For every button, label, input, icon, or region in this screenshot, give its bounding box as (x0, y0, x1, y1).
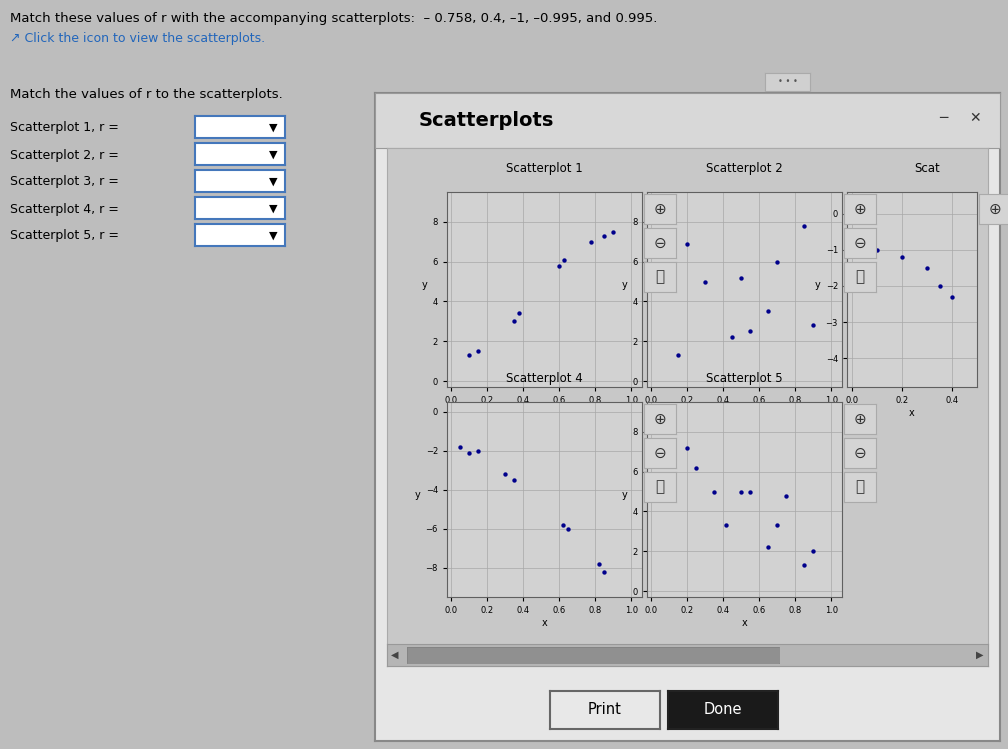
Point (551, 260, 568, 272)
X-axis label: x: x (742, 618, 747, 628)
Text: Scatterplots: Scatterplots (418, 111, 554, 130)
X-axis label: x: x (541, 618, 547, 628)
Text: ⊖: ⊖ (653, 235, 666, 250)
Text: Scatterplot 5: Scatterplot 5 (707, 372, 783, 385)
Point (894, 251, 910, 263)
Point (796, 220, 812, 232)
Text: ⧉: ⧉ (655, 270, 664, 285)
Text: ▼: ▼ (269, 123, 277, 133)
Point (554, 519, 571, 531)
Point (742, 325, 758, 337)
Text: ▼: ▼ (269, 150, 277, 160)
Point (706, 485, 722, 497)
Text: ⊖: ⊖ (653, 446, 666, 461)
Text: Match these values of r with the accompanying scatterplots:  – 0.758, 0.4, –1, –: Match these values of r with the accompa… (10, 12, 657, 25)
Point (769, 255, 785, 267)
Text: Scat: Scat (914, 162, 939, 175)
Text: ▼: ▼ (269, 231, 277, 241)
Point (497, 468, 513, 480)
Point (506, 315, 522, 327)
Y-axis label: y: y (421, 279, 427, 290)
Point (796, 560, 812, 571)
Text: Done: Done (704, 703, 742, 718)
Text: ⊕: ⊕ (854, 201, 866, 216)
Point (556, 254, 573, 266)
Point (559, 523, 576, 535)
Point (769, 519, 785, 531)
Point (919, 262, 935, 274)
X-axis label: x: x (541, 407, 547, 418)
Point (742, 485, 758, 497)
Point (584, 236, 600, 248)
Text: Scatterplot 4, r =: Scatterplot 4, r = (10, 202, 119, 216)
Text: Scatterplot 1, r =: Scatterplot 1, r = (10, 121, 119, 135)
Text: ⧉: ⧉ (856, 270, 865, 285)
Point (511, 307, 527, 319)
Text: Match the values of r to the scatterplots.: Match the values of r to the scatterplot… (10, 88, 283, 101)
Text: Print: Print (588, 703, 622, 718)
X-axis label: x: x (742, 407, 747, 418)
Point (760, 542, 776, 554)
Point (470, 345, 486, 357)
Text: ⊕: ⊕ (854, 411, 866, 426)
Point (669, 349, 685, 361)
Text: ⊖: ⊖ (854, 235, 866, 250)
Text: Scatterplot 5, r =: Scatterplot 5, r = (10, 229, 119, 243)
Point (506, 474, 522, 486)
Point (733, 485, 749, 497)
Point (678, 442, 695, 454)
Point (805, 319, 822, 331)
Text: ◀: ◀ (391, 650, 399, 660)
Text: Scatterplot 1: Scatterplot 1 (506, 162, 583, 175)
X-axis label: x: x (909, 407, 915, 418)
Text: ⊕: ⊕ (989, 201, 1001, 216)
Y-axis label: y: y (621, 490, 627, 500)
Point (461, 446, 477, 458)
Text: Scatterplot 4: Scatterplot 4 (506, 372, 583, 385)
Text: Scatterplot 3, r =: Scatterplot 3, r = (10, 175, 119, 189)
Text: ⊕: ⊕ (653, 411, 666, 426)
Point (596, 565, 612, 577)
Point (591, 558, 607, 570)
Text: ▶: ▶ (977, 650, 984, 660)
Text: ─: ─ (939, 111, 948, 125)
Point (869, 243, 885, 255)
Point (724, 331, 740, 343)
Y-axis label: y: y (621, 279, 627, 290)
Point (719, 519, 735, 531)
Point (733, 272, 749, 284)
Point (760, 306, 776, 318)
Text: ⧉: ⧉ (655, 479, 664, 494)
Point (931, 280, 948, 292)
Point (470, 445, 486, 457)
Point (943, 291, 960, 303)
Text: ▼: ▼ (269, 204, 277, 214)
Text: ⊕: ⊕ (653, 201, 666, 216)
Text: ▼: ▼ (269, 177, 277, 187)
Point (687, 461, 704, 473)
Text: ↗ Click the icon to view the scatterplots.: ↗ Click the icon to view the scatterplot… (10, 32, 265, 45)
Text: ✕: ✕ (969, 111, 981, 125)
Point (596, 230, 612, 242)
Point (805, 545, 822, 557)
Point (857, 211, 873, 223)
Y-axis label: y: y (414, 490, 420, 500)
Point (697, 276, 713, 288)
Text: Scatterplot 2, r =: Scatterplot 2, r = (10, 148, 119, 162)
Point (452, 441, 468, 453)
Text: Scatterplot 2: Scatterplot 2 (707, 162, 783, 175)
Text: ⊖: ⊖ (854, 446, 866, 461)
Y-axis label: y: y (814, 279, 821, 290)
Text: • • •: • • • (777, 77, 797, 86)
Point (605, 225, 621, 237)
Point (778, 490, 794, 502)
Text: ⧉: ⧉ (856, 479, 865, 494)
Point (678, 237, 695, 249)
Point (461, 349, 477, 361)
